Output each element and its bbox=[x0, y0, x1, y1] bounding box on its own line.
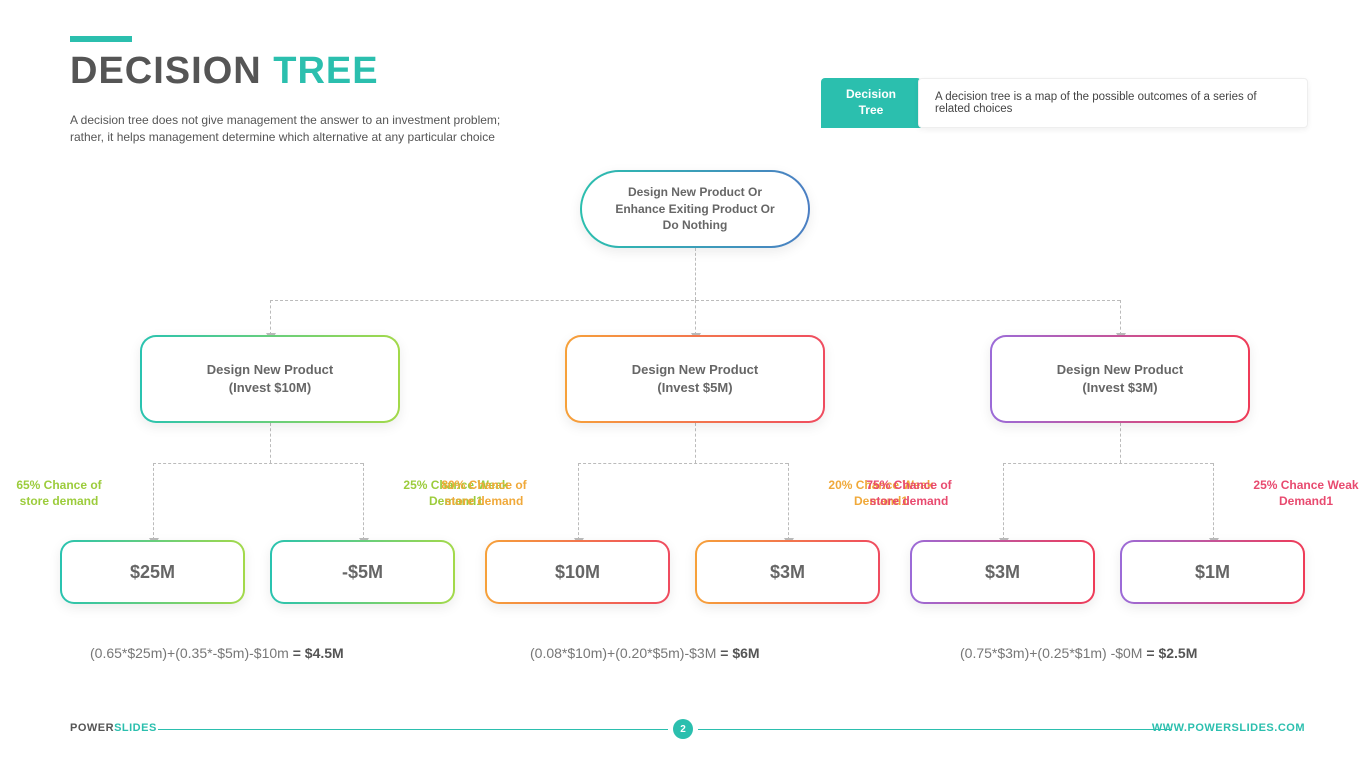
page-title: DECISION TREE bbox=[70, 50, 379, 93]
footer-line-left bbox=[158, 729, 668, 730]
info-box-text: A decision tree is a map of the possible… bbox=[935, 91, 1257, 115]
subtitle-text: A decision tree does not give management… bbox=[70, 112, 530, 147]
leaf-value-1-1: $25M bbox=[130, 562, 175, 583]
footer-brand-1: POWER bbox=[70, 722, 114, 734]
leaf-node-2-2: $3M bbox=[695, 540, 880, 604]
title-accent-bar bbox=[70, 36, 132, 42]
branch-node-label-2: Design New Product (Invest $5M) bbox=[632, 361, 758, 397]
page-number-value: 2 bbox=[680, 724, 686, 735]
leaf-node-1-1: $25M bbox=[60, 540, 245, 604]
branch-node-label-1: Design New Product (Invest $10M) bbox=[207, 361, 333, 397]
leaf-value-1-2: -$5M bbox=[342, 562, 383, 583]
title-word-1: DECISION bbox=[70, 50, 262, 92]
root-node-label: Design New Product Or Enhance Exiting Pr… bbox=[615, 184, 774, 234]
leaf-value-3-2: $1M bbox=[1195, 562, 1230, 583]
branch-node-3: Design New Product (Invest $3M) bbox=[990, 335, 1250, 423]
leaf-value-2-2: $3M bbox=[770, 562, 805, 583]
info-box: A decision tree is a map of the possible… bbox=[918, 78, 1308, 128]
branch-node-2: Design New Product (Invest $5M) bbox=[565, 335, 825, 423]
footer-brand-2: SLIDES bbox=[114, 722, 157, 734]
leaf-node-2-1: $10M bbox=[485, 540, 670, 604]
formula-1: (0.65*$25m)+(0.35*-$5m)-$10m = $4.5M bbox=[90, 645, 344, 661]
info-tab-label: Decision Tree bbox=[846, 87, 896, 118]
footer-url-text: WWW.POWERSLIDES.COM bbox=[1152, 722, 1305, 734]
footer-line-right bbox=[698, 729, 1172, 730]
formula-expr-1: (0.65*$25m)+(0.35*-$5m)-$10m bbox=[90, 645, 293, 661]
formula-result-3: = $2.5M bbox=[1146, 645, 1197, 661]
leaf-value-2-1: $10M bbox=[555, 562, 600, 583]
formula-2: (0.08*$10m)+(0.20*$5m)-$3M = $6M bbox=[530, 645, 760, 661]
chance-label-3-2: 25% Chance Weak Demand1 bbox=[1251, 478, 1361, 509]
title-word-2: TREE bbox=[273, 50, 378, 92]
page-number: 2 bbox=[673, 719, 693, 739]
root-node: Design New Product Or Enhance Exiting Pr… bbox=[580, 170, 810, 248]
branch-node-1: Design New Product (Invest $10M) bbox=[140, 335, 400, 423]
formula-3: (0.75*$3m)+(0.25*$1m) -$0M = $2.5M bbox=[960, 645, 1197, 661]
formula-result-2: = $6M bbox=[720, 645, 759, 661]
footer-brand: POWERSLIDES bbox=[70, 722, 157, 734]
info-tab: Decision Tree bbox=[821, 78, 921, 128]
formula-result-1: = $4.5M bbox=[293, 645, 344, 661]
leaf-node-3-1: $3M bbox=[910, 540, 1095, 604]
leaf-node-3-2: $1M bbox=[1120, 540, 1305, 604]
chance-label-1-1: 65% Chance of store demand bbox=[4, 478, 114, 509]
formula-expr-3: (0.75*$3m)+(0.25*$1m) -$0M bbox=[960, 645, 1146, 661]
branch-node-label-3: Design New Product (Invest $3M) bbox=[1057, 361, 1183, 397]
formula-expr-2: (0.08*$10m)+(0.20*$5m)-$3M bbox=[530, 645, 720, 661]
leaf-value-3-1: $3M bbox=[985, 562, 1020, 583]
leaf-node-1-2: -$5M bbox=[270, 540, 455, 604]
chance-label-3-1: 75% Chance of store demand bbox=[854, 478, 964, 509]
chance-label-2-1: 80% Chance of store demand bbox=[429, 478, 539, 509]
footer-url: WWW.POWERSLIDES.COM bbox=[1152, 722, 1305, 734]
